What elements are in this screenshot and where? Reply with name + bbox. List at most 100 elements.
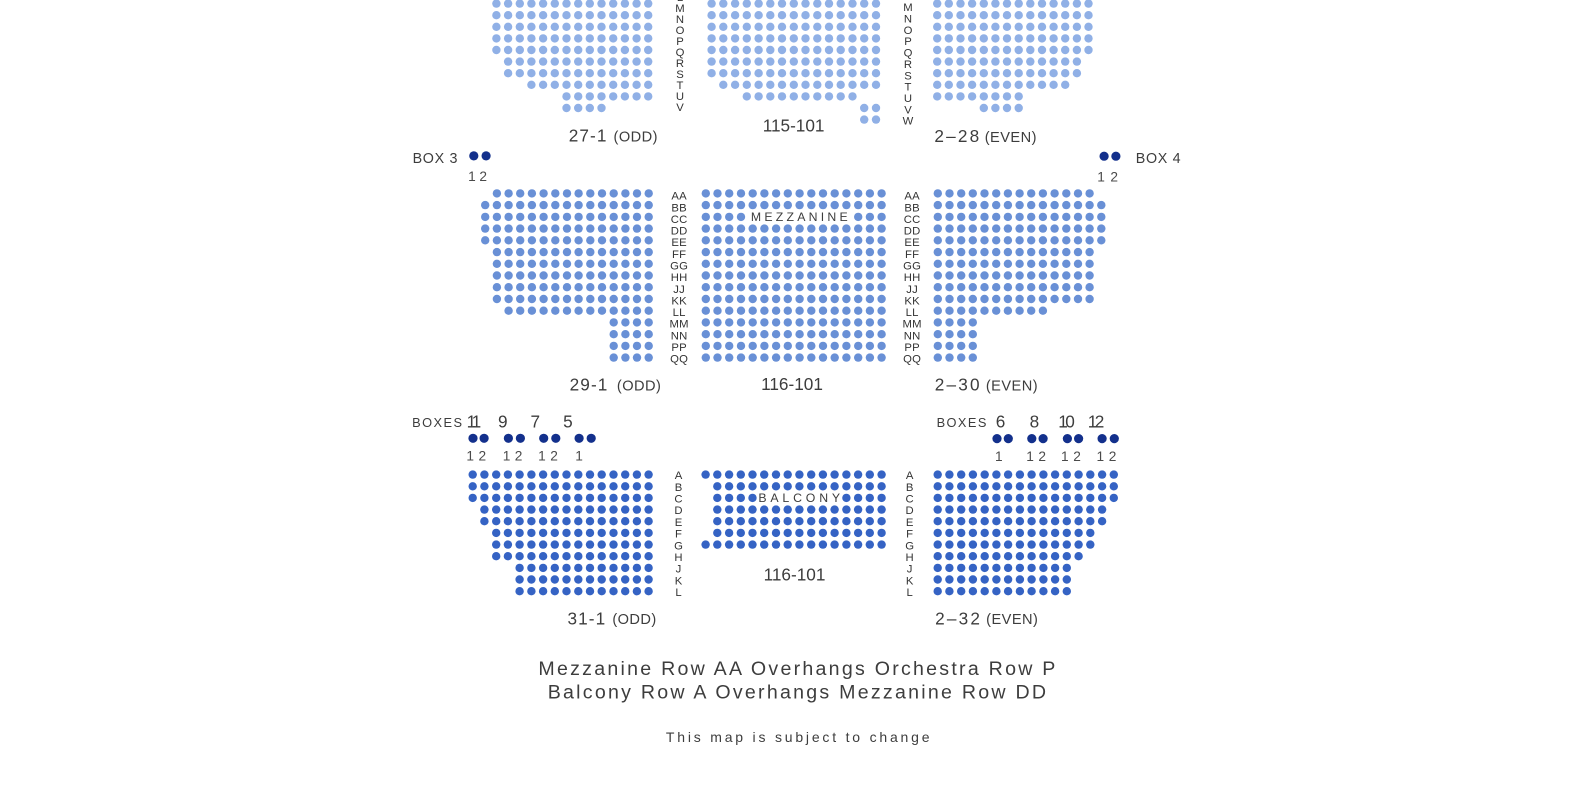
svg-text:DD: DD [671, 226, 688, 238]
svg-text:K: K [675, 575, 683, 587]
svg-text:QQ: QQ [903, 354, 921, 366]
svg-text:EE: EE [904, 237, 920, 249]
svg-text:2: 2 [515, 449, 523, 464]
svg-text:2: 2 [1073, 449, 1081, 464]
svg-text:JJ: JJ [673, 284, 685, 296]
svg-text:8: 8 [1030, 412, 1040, 432]
svg-text:NN: NN [671, 330, 688, 342]
svg-text:N: N [676, 14, 684, 26]
svg-text:Mezzanine Row AA Overhangs Orc: Mezzanine Row AA Overhangs Orchestra Row… [538, 658, 1057, 680]
svg-text:R: R [904, 59, 912, 71]
svg-text:Q: Q [676, 47, 685, 59]
svg-text:(EVEN): (EVEN) [986, 612, 1038, 628]
svg-text:12: 12 [1088, 412, 1104, 432]
svg-text:2: 2 [479, 169, 487, 184]
svg-text:T: T [677, 80, 684, 92]
svg-text:Balcony Row A Overhangs Mezzan: Balcony Row A Overhangs Mezzanine Row DD [548, 682, 1049, 704]
svg-text:O: O [904, 25, 913, 37]
svg-text:1: 1 [503, 449, 511, 464]
svg-text:P: P [676, 36, 684, 48]
svg-text:M: M [675, 3, 684, 15]
svg-text:U: U [904, 93, 912, 105]
svg-text:C: C [906, 494, 914, 506]
svg-text:2: 2 [550, 449, 558, 464]
svg-text:P: P [904, 36, 912, 48]
svg-text:(EVEN): (EVEN) [986, 379, 1038, 395]
svg-text:FF: FF [672, 249, 686, 261]
svg-text:(ODD): (ODD) [612, 612, 656, 628]
svg-text:(ODD): (ODD) [614, 129, 658, 145]
svg-text:A: A [906, 470, 914, 482]
svg-text:C: C [674, 494, 682, 506]
svg-text:1: 1 [1097, 169, 1105, 184]
svg-text:1: 1 [466, 449, 474, 464]
svg-text:GG: GG [670, 261, 688, 273]
svg-text:116-101: 116-101 [764, 564, 826, 584]
svg-text:J: J [907, 564, 913, 576]
svg-text:MEZZANINE: MEZZANINE [751, 210, 851, 224]
svg-text:J: J [676, 564, 682, 576]
svg-text:L: L [677, 0, 683, 4]
svg-text:H: H [674, 552, 682, 564]
svg-text:HH: HH [904, 272, 921, 284]
svg-text:MM: MM [902, 319, 921, 331]
svg-text:BOX 4: BOX 4 [1136, 151, 1181, 167]
svg-text:K: K [906, 575, 914, 587]
svg-text:F: F [675, 529, 682, 541]
svg-text:CC: CC [671, 214, 688, 226]
svg-text:V: V [676, 102, 684, 114]
svg-text:PP: PP [671, 342, 686, 354]
svg-text:HH: HH [671, 272, 688, 284]
svg-text:E: E [906, 517, 914, 529]
svg-text:27-1: 27-1 [569, 125, 608, 145]
svg-text:2: 2 [478, 449, 486, 464]
svg-text:F: F [906, 529, 913, 541]
svg-text:BOXES: BOXES [412, 415, 463, 430]
svg-text:10: 10 [1058, 412, 1074, 432]
svg-text:E: E [675, 517, 683, 529]
svg-text:6: 6 [996, 412, 1006, 432]
svg-text:M: M [903, 2, 912, 14]
svg-text:B: B [906, 482, 914, 494]
svg-text:GG: GG [903, 261, 921, 273]
svg-text:D: D [674, 505, 682, 517]
svg-text:31-1: 31-1 [567, 608, 606, 628]
svg-text:2: 2 [1109, 449, 1117, 464]
svg-text:(EVEN): (EVEN) [985, 130, 1037, 146]
svg-text:N: N [904, 13, 912, 25]
svg-text:W: W [903, 116, 914, 128]
svg-text:FF: FF [905, 249, 919, 261]
svg-text:This map is subject to change: This map is subject to change [666, 729, 932, 745]
svg-text:AA: AA [904, 191, 920, 203]
svg-text:1: 1 [1026, 449, 1034, 464]
svg-text:2: 2 [1038, 449, 1046, 464]
svg-text:NN: NN [904, 330, 921, 342]
svg-text:PP: PP [904, 342, 919, 354]
svg-text:LL: LL [906, 307, 919, 319]
svg-text:1: 1 [1061, 449, 1069, 464]
svg-text:115-101: 115-101 [763, 116, 825, 136]
svg-text:5: 5 [563, 411, 573, 431]
svg-text:1: 1 [468, 169, 476, 184]
svg-text:R: R [676, 58, 684, 70]
svg-text:KK: KK [671, 295, 687, 307]
svg-text:QQ: QQ [670, 354, 688, 366]
svg-text:2–30: 2–30 [935, 375, 982, 395]
svg-text:MM: MM [669, 319, 688, 331]
svg-text:BOXES: BOXES [937, 415, 988, 430]
svg-text:JJ: JJ [906, 284, 918, 296]
svg-text:2: 2 [1110, 169, 1118, 184]
svg-text:LL: LL [673, 307, 686, 319]
svg-text:B: B [675, 482, 683, 494]
svg-text:1: 1 [575, 449, 583, 464]
svg-text:(ODD): (ODD) [617, 379, 661, 395]
svg-text:Q: Q [904, 48, 913, 60]
svg-text:V: V [904, 104, 912, 116]
svg-text:O: O [676, 25, 685, 37]
svg-text:KK: KK [904, 295, 920, 307]
svg-text:L: L [906, 587, 912, 599]
svg-text:29-1: 29-1 [570, 375, 609, 395]
svg-text:U: U [676, 91, 684, 103]
svg-text:D: D [906, 505, 914, 517]
svg-text:T: T [905, 82, 912, 94]
